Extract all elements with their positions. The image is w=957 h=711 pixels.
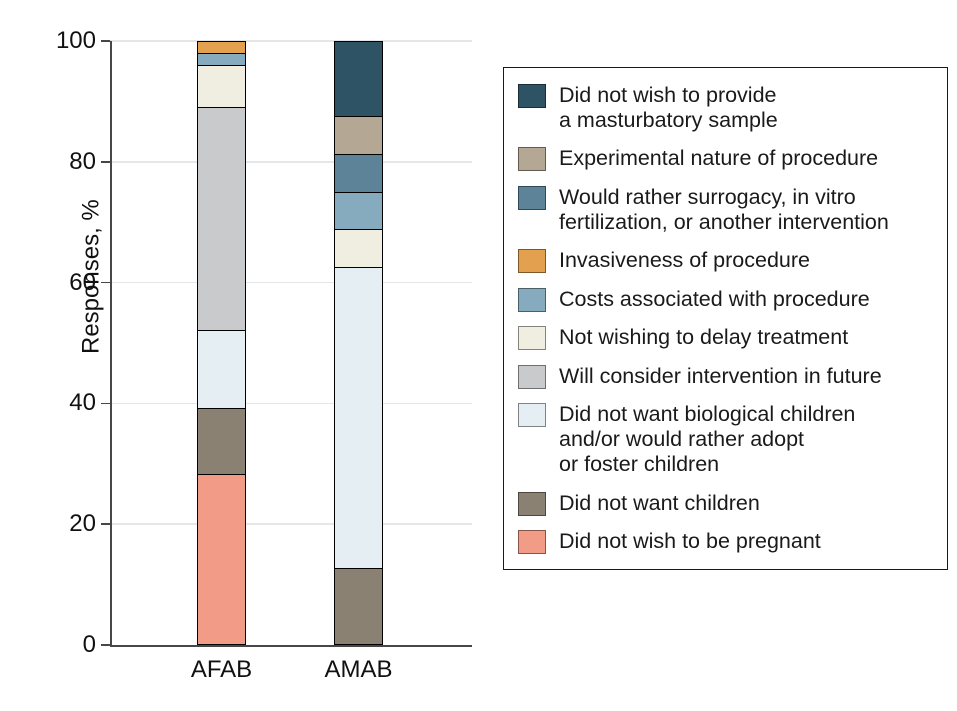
legend-item: Would rather surrogacy, in vitro fertili… (518, 185, 933, 235)
legend-label: Experimental nature of procedure (559, 146, 879, 171)
legend-label: Did not wish to provide a masturbatory s… (559, 83, 778, 132)
plot-area (101, 40, 472, 647)
bar-segment (198, 66, 245, 109)
bar-segment (198, 409, 245, 476)
category-label-amab: AMAB (324, 656, 393, 683)
gridline-60 (110, 281, 472, 284)
y-tick-label-40: 40 (69, 389, 96, 417)
legend-item: Experimental nature of procedure (518, 146, 933, 172)
legend-label: Not wishing to delay treatment (559, 325, 849, 350)
bar-segment (198, 42, 245, 55)
bar-segment (335, 230, 382, 268)
y-tick-mark-20 (101, 523, 110, 525)
y-axis-line (110, 41, 112, 645)
legend-swatch (518, 364, 546, 389)
bar-segment (198, 475, 245, 644)
gridline-80 (110, 161, 472, 163)
legend-item: Did not wish to provide a masturbatory s… (518, 83, 933, 133)
bar-segment (335, 117, 382, 155)
legend-item: Not wishing to delay treatment (518, 325, 933, 351)
legend-item: Invasiveness of procedure (518, 248, 933, 274)
bar-segment (335, 568, 382, 644)
bar-segment (198, 108, 245, 331)
legend-label: Did not want biological children and/or … (559, 402, 856, 477)
legend-swatch (518, 287, 546, 312)
y-tick-label-100: 100 (55, 27, 96, 54)
y-tick-mark-60 (101, 281, 110, 284)
bar-segment (335, 267, 382, 569)
legend-label: Did not wish to be pregnant (559, 528, 821, 553)
y-tick-mark-0 (101, 644, 110, 646)
legend-label: Did not want children (559, 490, 760, 515)
bar-segment (335, 192, 382, 231)
y-tick-mark-40 (101, 402, 110, 405)
legend-label: Invasiveness of procedure (559, 248, 810, 273)
legend-item: Did not want children (518, 491, 933, 516)
y-tick-mark-80 (101, 161, 110, 163)
bar-afab (197, 41, 246, 645)
legend-swatch (518, 185, 546, 210)
y-tick-label-60: 60 (69, 268, 96, 296)
y-tick-label-20: 20 (69, 510, 96, 538)
y-tick-mark-100 (101, 40, 110, 42)
legend-item: Costs associated with procedure (518, 287, 933, 312)
gridline-40 (110, 402, 472, 405)
legend-label: Will consider intervention in future (559, 363, 882, 388)
legend-swatch (518, 326, 546, 351)
legend-swatch (518, 403, 546, 428)
legend-swatch (518, 491, 546, 516)
legend-label: Costs associated with procedure (559, 286, 870, 311)
y-tick-label-80: 80 (69, 147, 96, 175)
bar-segment (198, 330, 245, 410)
bar-segment (198, 54, 245, 67)
bar-segment (335, 154, 382, 193)
legend-item: Did not want biological children and/or … (518, 402, 933, 477)
gridline-20 (110, 523, 472, 525)
bar-segment (335, 42, 382, 118)
legend-swatch (518, 529, 546, 554)
y-tick-label-0: 0 (82, 631, 96, 658)
legend-swatch (518, 147, 546, 172)
x-axis-line (110, 645, 472, 647)
legend-box: Did not wish to provide a masturbatory s… (503, 67, 948, 570)
legend-item: Did not wish to be pregnant (518, 529, 933, 554)
bar-amab (334, 41, 383, 645)
legend-swatch (518, 249, 546, 274)
legend-item: Will consider intervention in future (518, 364, 933, 389)
legend-swatch (518, 84, 546, 108)
category-label-afab: AFAB (190, 656, 253, 683)
legend-label: Would rather surrogacy, in vitro fertili… (559, 184, 889, 234)
gridline-100 (110, 40, 472, 42)
